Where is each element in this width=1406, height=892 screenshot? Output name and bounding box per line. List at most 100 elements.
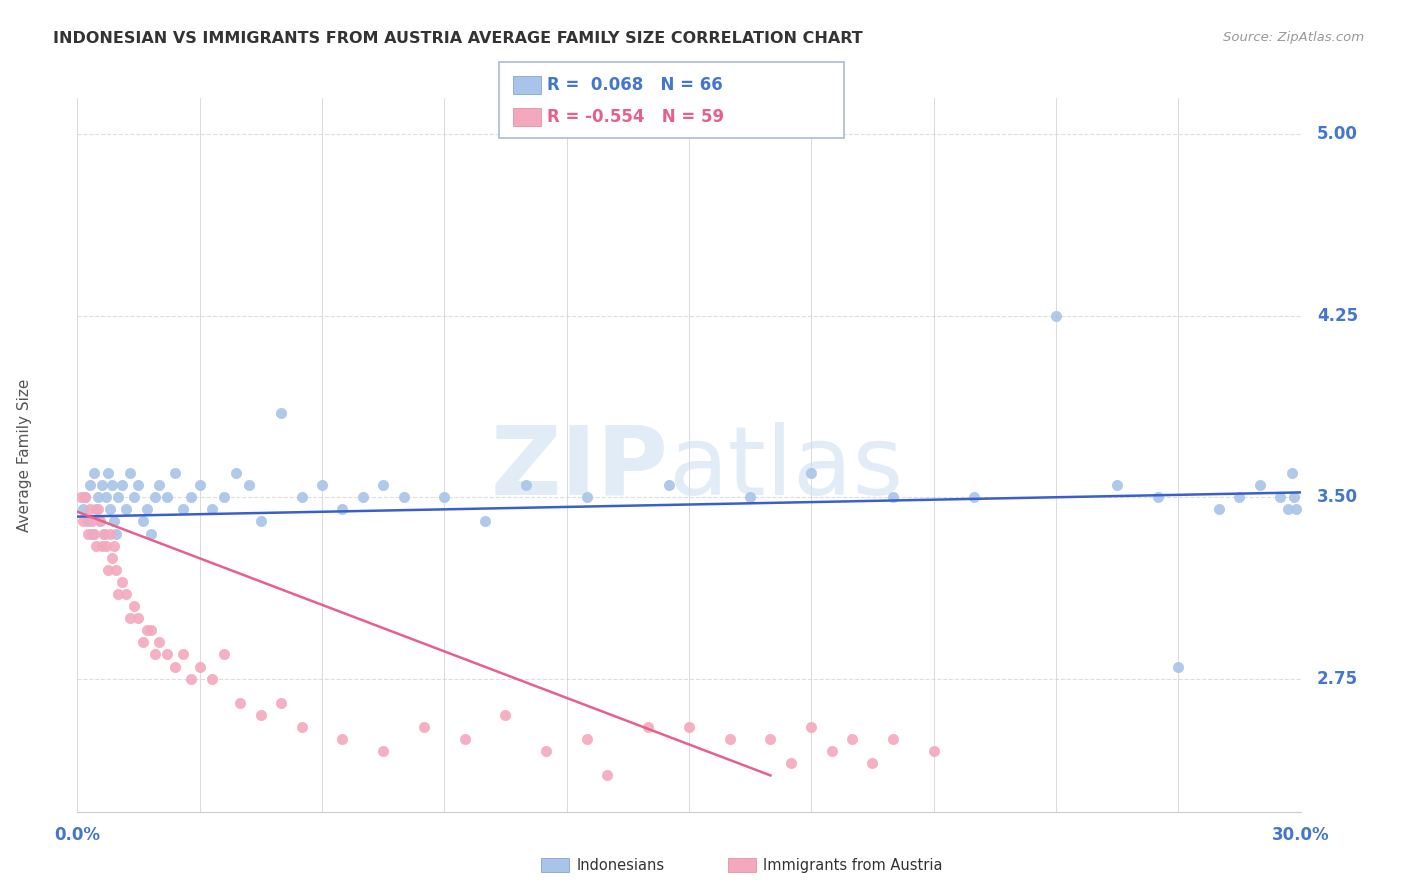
Point [678, 720, 700, 734]
Point [105, 526, 128, 541]
Point [93, 526, 115, 541]
Point [80, 515, 103, 529]
Point [120, 611, 142, 625]
Point [188, 659, 211, 673]
Point [94, 539, 117, 553]
Text: atlas: atlas [669, 422, 904, 515]
Point [111, 574, 134, 589]
Point [101, 478, 124, 492]
Point [94, 490, 117, 504]
Point [87, 490, 110, 504]
Point [270, 696, 292, 710]
Point [89, 515, 111, 529]
Point [311, 478, 333, 492]
Point [1107, 478, 1129, 492]
Point [135, 502, 157, 516]
Point [821, 744, 844, 758]
Point [201, 672, 224, 686]
Point [371, 744, 394, 758]
Point [922, 744, 945, 758]
Point [576, 732, 599, 747]
Point [135, 624, 157, 638]
Point [98, 526, 121, 541]
Point [101, 550, 124, 565]
Point [963, 490, 986, 504]
Point [332, 502, 354, 516]
Point [862, 756, 884, 771]
Point [740, 490, 762, 504]
Point [290, 720, 312, 734]
Text: 2.75: 2.75 [1317, 670, 1358, 688]
Point [93, 526, 115, 541]
Point [107, 587, 129, 601]
Point [658, 478, 681, 492]
Point [107, 490, 129, 504]
Text: 0.0%: 0.0% [55, 826, 100, 844]
Point [120, 466, 142, 480]
Point [882, 732, 904, 747]
Text: 30.0%: 30.0% [1272, 826, 1329, 844]
Point [89, 515, 111, 529]
Text: Source: ZipAtlas.com: Source: ZipAtlas.com [1223, 31, 1364, 45]
Point [83, 466, 105, 480]
Text: ZIP: ZIP [491, 422, 669, 515]
Point [800, 466, 823, 480]
Point [97, 563, 120, 577]
Point [103, 539, 125, 553]
Point [124, 599, 146, 613]
Point [84, 539, 107, 553]
Point [127, 478, 149, 492]
Point [1147, 490, 1170, 504]
Point [433, 490, 456, 504]
Point [76, 526, 98, 541]
Point [1277, 502, 1299, 516]
Point [1167, 659, 1189, 673]
Point [83, 526, 105, 541]
Point [212, 648, 235, 662]
Point [97, 466, 120, 480]
Point [124, 490, 146, 504]
Point [413, 720, 436, 734]
Point [156, 490, 179, 504]
Point [1249, 478, 1271, 492]
Point [90, 478, 112, 492]
Point [800, 720, 823, 734]
Point [75, 490, 97, 504]
Point [172, 502, 194, 516]
Point [172, 648, 194, 662]
Point [332, 732, 354, 747]
Point [75, 490, 97, 504]
Point [131, 635, 153, 649]
Point [250, 708, 273, 723]
Point [1208, 502, 1230, 516]
Point [759, 732, 782, 747]
Point [201, 502, 224, 516]
Text: R = -0.554   N = 59: R = -0.554 N = 59 [547, 108, 724, 126]
Text: Indonesians: Indonesians [576, 858, 665, 872]
Point [79, 502, 101, 516]
Point [352, 490, 374, 504]
Point [515, 478, 537, 492]
Point [98, 502, 121, 516]
Point [180, 490, 202, 504]
Point [212, 490, 235, 504]
Point [127, 611, 149, 625]
Point [139, 526, 162, 541]
Point [180, 672, 202, 686]
Point [596, 768, 619, 782]
Point [76, 515, 98, 529]
Point [841, 732, 863, 747]
Point [371, 478, 394, 492]
Text: 3.50: 3.50 [1317, 488, 1358, 507]
Point [111, 478, 134, 492]
Point [453, 732, 475, 747]
Point [1270, 490, 1292, 504]
Point [392, 490, 415, 504]
Point [780, 756, 803, 771]
Point [143, 648, 166, 662]
Text: INDONESIAN VS IMMIGRANTS FROM AUSTRIA AVERAGE FAMILY SIZE CORRELATION CHART: INDONESIAN VS IMMIGRANTS FROM AUSTRIA AV… [53, 31, 863, 46]
Point [576, 490, 599, 504]
Point [90, 539, 112, 553]
Point [156, 648, 179, 662]
Point [72, 515, 94, 529]
